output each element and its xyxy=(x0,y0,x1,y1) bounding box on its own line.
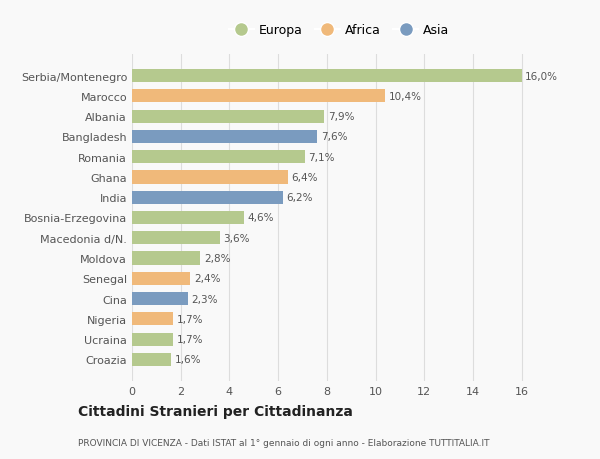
Text: 1,7%: 1,7% xyxy=(177,334,203,344)
Bar xyxy=(132,272,190,285)
Text: 7,6%: 7,6% xyxy=(321,132,347,142)
Text: 1,6%: 1,6% xyxy=(175,355,201,364)
Bar xyxy=(132,70,521,83)
Text: 7,9%: 7,9% xyxy=(328,112,355,122)
Text: 6,4%: 6,4% xyxy=(292,173,318,183)
Bar xyxy=(132,333,173,346)
Bar xyxy=(132,313,173,326)
Bar xyxy=(132,130,317,144)
Text: 16,0%: 16,0% xyxy=(526,72,558,81)
Text: 2,8%: 2,8% xyxy=(204,253,230,263)
Bar xyxy=(132,151,305,164)
Text: 3,6%: 3,6% xyxy=(223,233,250,243)
Bar xyxy=(132,191,283,204)
Text: 10,4%: 10,4% xyxy=(389,92,422,102)
Bar xyxy=(132,212,244,224)
Bar xyxy=(132,232,220,245)
Bar xyxy=(132,252,200,265)
Text: PROVINCIA DI VICENZA - Dati ISTAT al 1° gennaio di ogni anno - Elaborazione TUTT: PROVINCIA DI VICENZA - Dati ISTAT al 1° … xyxy=(78,438,490,447)
Bar xyxy=(132,353,171,366)
Text: 2,4%: 2,4% xyxy=(194,274,221,284)
Text: Cittadini Stranieri per Cittadinanza: Cittadini Stranieri per Cittadinanza xyxy=(78,404,353,419)
Text: 6,2%: 6,2% xyxy=(287,193,313,203)
Text: 7,1%: 7,1% xyxy=(308,152,335,162)
Bar xyxy=(132,110,325,123)
Text: 2,3%: 2,3% xyxy=(191,294,218,304)
Bar xyxy=(132,90,385,103)
Legend: Europa, Africa, Asia: Europa, Africa, Asia xyxy=(223,19,455,42)
Text: 1,7%: 1,7% xyxy=(177,314,203,324)
Text: 4,6%: 4,6% xyxy=(248,213,274,223)
Bar xyxy=(132,171,288,184)
Bar xyxy=(132,292,188,306)
